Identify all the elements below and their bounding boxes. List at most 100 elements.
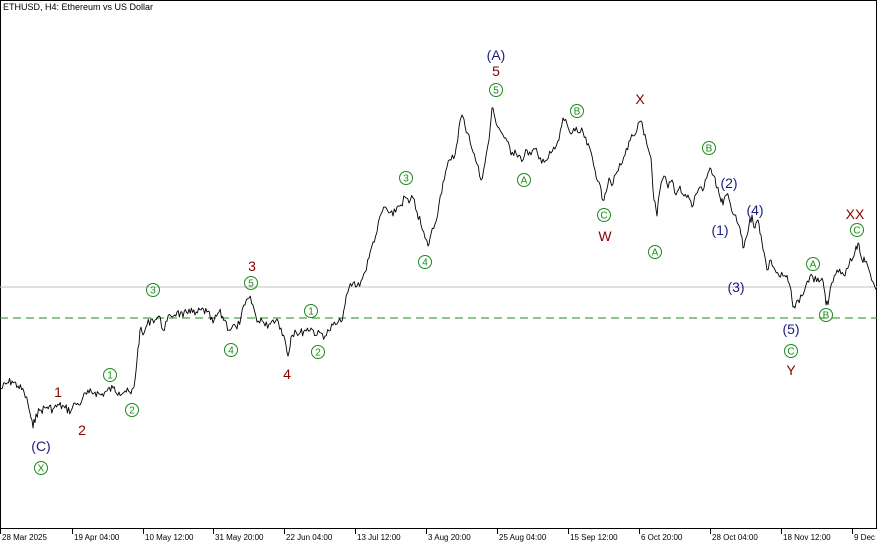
wave-label-circle <box>34 461 48 475</box>
wave-label-text: 3 <box>150 286 156 297</box>
wave-label-circle <box>304 304 318 318</box>
wave-label-text: B <box>706 144 713 155</box>
wave-label: (3) <box>727 279 744 295</box>
wave-label: 1 <box>54 384 62 400</box>
circled-wave-label: A <box>806 257 820 271</box>
wave-label-text: (5) <box>782 321 799 337</box>
circled-wave-label: 3 <box>146 283 160 297</box>
wave-label-circle <box>399 171 413 185</box>
wave-label-text: XX <box>846 206 865 222</box>
wave-label: (2) <box>720 175 737 191</box>
wave-label: (1) <box>711 222 728 238</box>
wave-label-text: C <box>787 347 794 358</box>
wave-label: (A) <box>487 47 506 63</box>
x-tick-label: 15 Sep 12:00 <box>570 533 618 542</box>
wave-label-text: 4 <box>283 366 291 382</box>
wave-label: 5 <box>492 63 500 79</box>
wave-label-text: 4 <box>228 346 234 357</box>
wave-label-text: (2) <box>720 175 737 191</box>
x-tick-label: 9 Dec 2 <box>854 533 877 542</box>
circled-wave-label: 5 <box>244 276 258 290</box>
wave-label-text: X <box>635 91 645 107</box>
wave-label-text: 5 <box>248 279 254 290</box>
plot-frame <box>0 0 877 529</box>
circled-wave-label: A <box>517 173 531 187</box>
wave-label-circle <box>103 368 117 382</box>
wave-label-circle <box>517 173 531 187</box>
circled-wave-label: 4 <box>224 343 238 357</box>
chart-title: ETHUSD, H4: Ethereum vs US Dollar <box>3 2 154 12</box>
wave-label-circle <box>850 223 864 237</box>
wave-label-text: (3) <box>727 279 744 295</box>
wave-label-circle <box>489 83 503 97</box>
circled-wave-label: 1 <box>103 368 117 382</box>
wave-label: 2 <box>78 422 86 438</box>
wave-label-circle <box>806 257 820 271</box>
wave-label-text: 1 <box>107 371 113 382</box>
reference-lines <box>0 286 877 319</box>
x-tick-label: 25 Aug 04:00 <box>499 533 547 542</box>
x-tick-label: 28 Oct 04:00 <box>712 533 758 542</box>
wave-label-circle <box>224 343 238 357</box>
wave-label-circle <box>311 345 325 359</box>
wave-label-text: 3 <box>403 174 409 185</box>
circled-wave-label: 4 <box>418 255 432 269</box>
price-series <box>0 107 877 429</box>
wave-label-text: (1) <box>711 222 728 238</box>
wave-label: Y <box>786 362 796 378</box>
wave-label-text: A <box>652 248 659 259</box>
wave-label-circle <box>819 308 833 322</box>
wave-label: 3 <box>248 258 256 274</box>
wave-label-circle <box>244 276 258 290</box>
wave-label-circle <box>570 104 584 118</box>
wave-label-text: 2 <box>78 422 86 438</box>
wave-label-circle <box>702 141 716 155</box>
x-tick-label: 6 Oct 20:00 <box>641 533 683 542</box>
wave-label-text: 5 <box>493 86 499 97</box>
circled-wave-label: B <box>570 104 584 118</box>
circled-wave-label: 1 <box>304 304 318 318</box>
circled-wave-label: X <box>34 461 48 475</box>
x-tick-label: 3 Aug 20:00 <box>428 533 471 542</box>
wave-label: (4) <box>746 202 763 218</box>
wave-label-text: W <box>598 228 612 244</box>
x-tick-label: 13 Jul 12:00 <box>357 533 401 542</box>
wave-label: W <box>598 228 612 244</box>
circled-wave-label: C <box>850 223 864 237</box>
wave-label-text: X <box>38 464 45 475</box>
wave-label-circle <box>418 255 432 269</box>
wave-label: 4 <box>283 366 291 382</box>
wave-label-circle <box>125 403 139 417</box>
wave-labels: (C)X1212345341234(A)55ABCWXAB(2)(1)(4)(3… <box>31 47 865 475</box>
wave-label-text: A <box>521 176 528 187</box>
wave-label-text: 3 <box>248 258 256 274</box>
wave-label-text: (4) <box>746 202 763 218</box>
wave-label: XX <box>846 206 865 222</box>
circled-wave-label: C <box>784 344 798 358</box>
x-tick-label: 22 Jun 04:00 <box>286 533 333 542</box>
wave-label-circle <box>784 344 798 358</box>
wave-label: (C) <box>31 438 50 454</box>
wave-label-text: A <box>810 260 817 271</box>
circled-wave-label: B <box>702 141 716 155</box>
x-tick-label: 19 Apr 04:00 <box>74 533 120 542</box>
wave-label-circle <box>648 245 662 259</box>
wave-label: (5) <box>782 321 799 337</box>
time-axis: 28 Mar 2025 19 Apr 04:00 10 May 12:00 31 Ma… <box>0 529 877 542</box>
wave-label-text: (C) <box>31 438 50 454</box>
circled-wave-label: 2 <box>125 403 139 417</box>
circled-wave-label: A <box>648 245 662 259</box>
wave-label-text: C <box>853 226 860 237</box>
wave-label-text: 2 <box>129 406 135 417</box>
wave-label-text: 1 <box>54 384 62 400</box>
x-tick-label: 31 May 20:00 <box>215 533 264 542</box>
wave-label-text: (A) <box>487 47 506 63</box>
x-tick-label: 10 May 12:00 <box>145 533 194 542</box>
x-tick-label: 18 Nov 12:00 <box>783 533 831 542</box>
wave-label-text: B <box>823 311 830 322</box>
circled-wave-label: B <box>819 308 833 322</box>
wave-label: X <box>635 91 645 107</box>
wave-label-text: 2 <box>315 348 321 359</box>
wave-label-text: 4 <box>422 258 428 269</box>
